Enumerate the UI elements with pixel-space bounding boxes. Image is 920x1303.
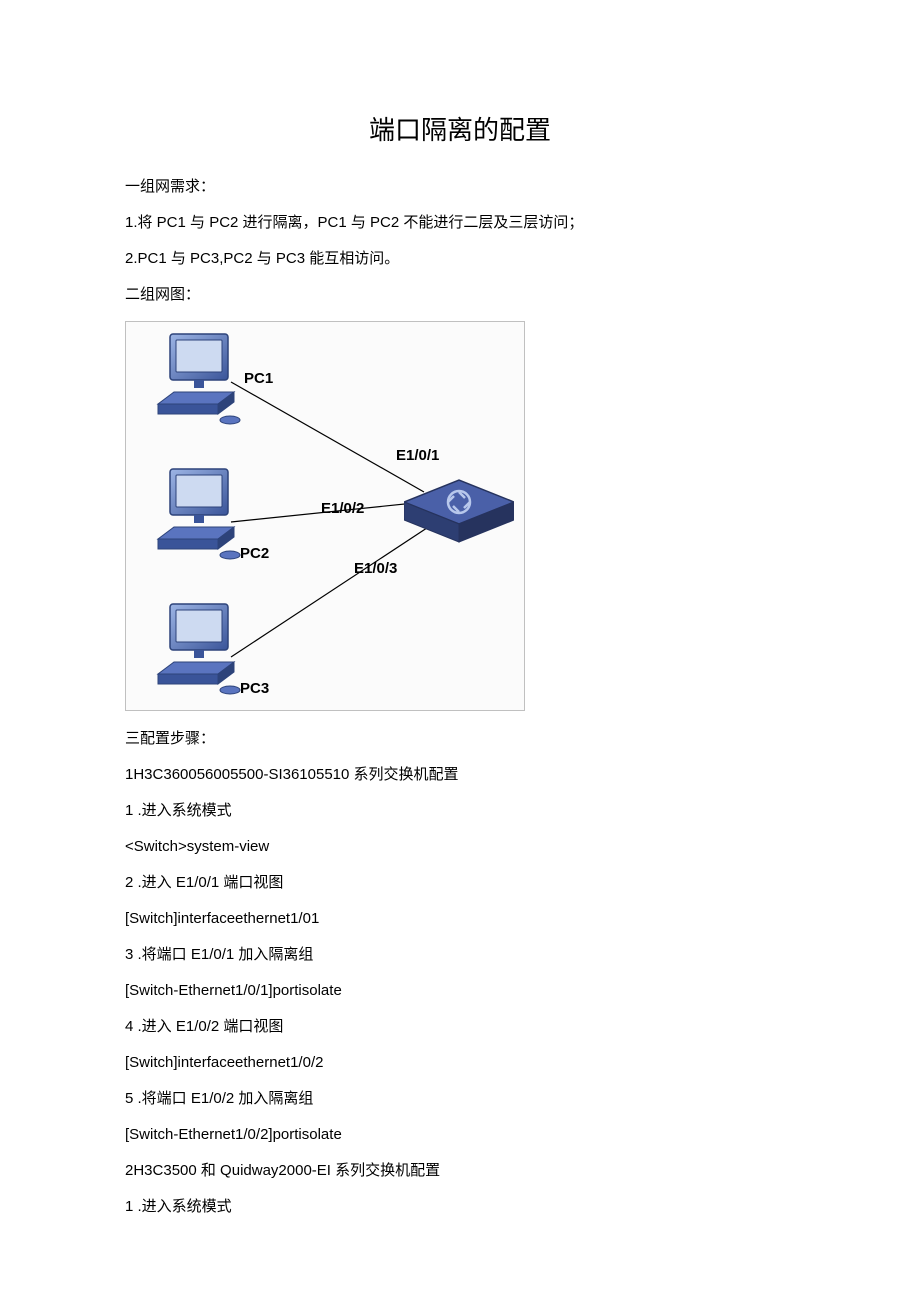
pc1-label: PC1 [244, 370, 273, 387]
pc2-label: PC2 [240, 545, 269, 562]
step-line: [Switch-Ethernet1/0/1]portisolate [125, 973, 795, 1009]
step-line: [Switch-Ethernet1/0/2]portisolate [125, 1117, 795, 1153]
pc2-icon [156, 467, 246, 562]
line-pc1-switch [231, 382, 424, 492]
step-line: 1 .进入系统模式 [125, 1189, 795, 1225]
port3-label: E1/0/3 [354, 560, 397, 577]
requirement-1: 1.将 PC1 与 PC2 进行隔离，PC1 与 PC2 不能进行二层及三层访问… [125, 205, 795, 241]
pc3-icon [156, 602, 246, 697]
requirement-2: 2.PC1 与 PC3,PC2 与 PC3 能互相访问。 [125, 241, 795, 277]
step-line: <Switch>system-view [125, 829, 795, 865]
step-line: 4 .进入 E1/0/2 端口视图 [125, 1009, 795, 1045]
page-title: 端口隔离的配置 [125, 110, 795, 147]
pc3-label: PC3 [240, 680, 269, 697]
step-line: 1H3C360056005500-SI36105510 系列交换机配置 [125, 757, 795, 793]
section-heading-1: 一组网需求： [125, 169, 795, 205]
step-line: 5 .将端口 E1/0/2 加入隔离组 [125, 1081, 795, 1117]
section-heading-2: 二组网图： [125, 277, 795, 313]
network-diagram: PC1 PC2 PC3 [125, 321, 525, 711]
port1-label: E1/0/1 [396, 447, 439, 464]
port2-label: E1/0/2 [321, 500, 364, 517]
step-line: 2H3C3500 和 Quidway2000-EI 系列交换机配置 [125, 1153, 795, 1189]
step-line: 3 .将端口 E1/0/1 加入隔离组 [125, 937, 795, 973]
step-line: 1 .进入系统模式 [125, 793, 795, 829]
switch-icon [404, 472, 514, 552]
step-line: [Switch]interfaceethernet1/01 [125, 901, 795, 937]
pc1-icon [156, 332, 246, 427]
step-line: 2 .进入 E1/0/1 端口视图 [125, 865, 795, 901]
section-heading-3: 三配置步骤： [125, 721, 795, 757]
step-line: [Switch]interfaceethernet1/0/2 [125, 1045, 795, 1081]
